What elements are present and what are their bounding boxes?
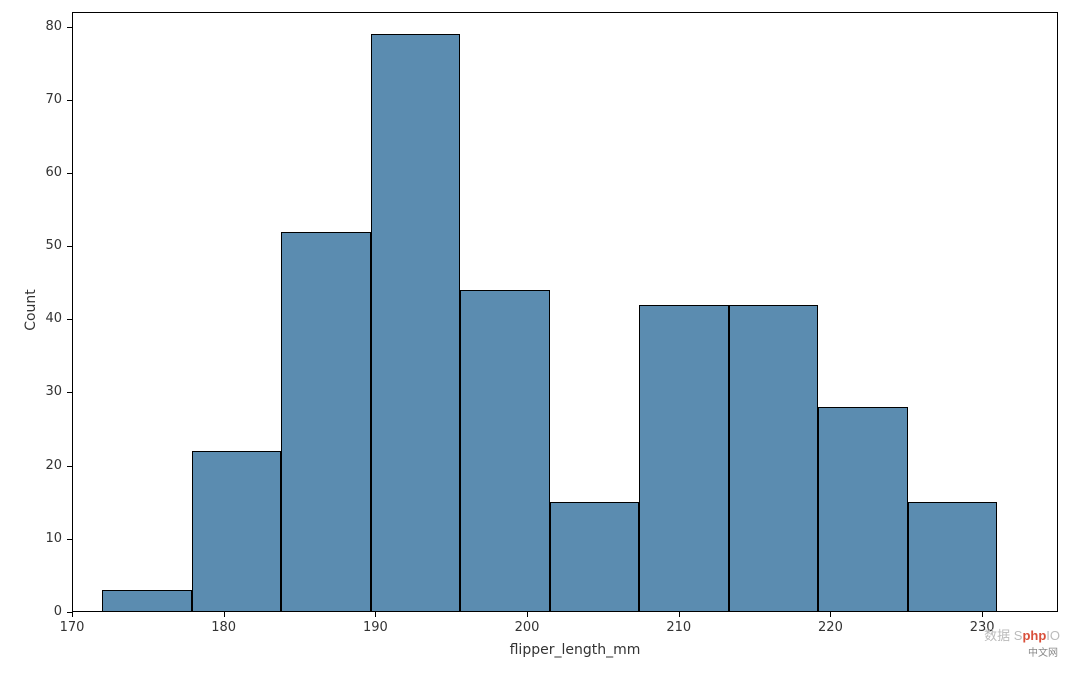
histogram-bar <box>818 407 907 612</box>
x-tick-mark <box>72 612 73 617</box>
y-axis-label: Count <box>23 289 39 331</box>
histogram-bar <box>281 232 370 612</box>
histogram-bar <box>192 451 281 612</box>
x-tick-label: 180 <box>204 620 244 635</box>
y-tick-label: 70 <box>32 92 62 107</box>
watermark: 数据 SphpIO <box>984 625 1060 644</box>
y-tick-mark <box>67 246 72 247</box>
y-tick-label: 80 <box>32 19 62 34</box>
y-tick-label: 60 <box>32 165 62 180</box>
histogram-bar <box>460 290 549 612</box>
x-tick-mark <box>527 612 528 617</box>
histogram-bar <box>102 590 191 612</box>
watermark-red: php <box>1022 628 1046 643</box>
watermark-left: 数据 S <box>984 628 1022 643</box>
y-tick-mark <box>67 539 72 540</box>
x-tick-label: 190 <box>355 620 395 635</box>
histogram-bar <box>908 502 997 612</box>
histogram-bar <box>729 305 818 612</box>
x-tick-label: 200 <box>507 620 547 635</box>
x-tick-mark <box>830 612 831 617</box>
y-tick-label: 30 <box>32 384 62 399</box>
y-tick-mark <box>67 27 72 28</box>
y-tick-mark <box>67 319 72 320</box>
histogram-bar <box>639 305 728 612</box>
y-tick-mark <box>67 173 72 174</box>
x-tick-mark <box>982 612 983 617</box>
watermark-sub: 中文网 <box>1028 644 1058 659</box>
watermark-right: IO <box>1046 628 1060 643</box>
x-tick-mark <box>679 612 680 617</box>
x-tick-label: 170 <box>52 620 92 635</box>
x-axis-label: flipper_length_mm <box>495 642 655 658</box>
x-tick-mark <box>375 612 376 617</box>
histogram-bar <box>371 34 460 612</box>
y-tick-label: 10 <box>32 531 62 546</box>
y-tick-label: 0 <box>32 604 62 619</box>
x-tick-label: 220 <box>810 620 850 635</box>
chart-container: 01020304050607080170180190200210220230 C… <box>0 0 1080 674</box>
y-tick-mark <box>67 100 72 101</box>
y-tick-mark <box>67 392 72 393</box>
y-tick-label: 20 <box>32 458 62 473</box>
y-tick-mark <box>67 466 72 467</box>
x-tick-label: 210 <box>659 620 699 635</box>
histogram-bar <box>550 502 639 612</box>
y-tick-label: 50 <box>32 238 62 253</box>
x-tick-mark <box>224 612 225 617</box>
